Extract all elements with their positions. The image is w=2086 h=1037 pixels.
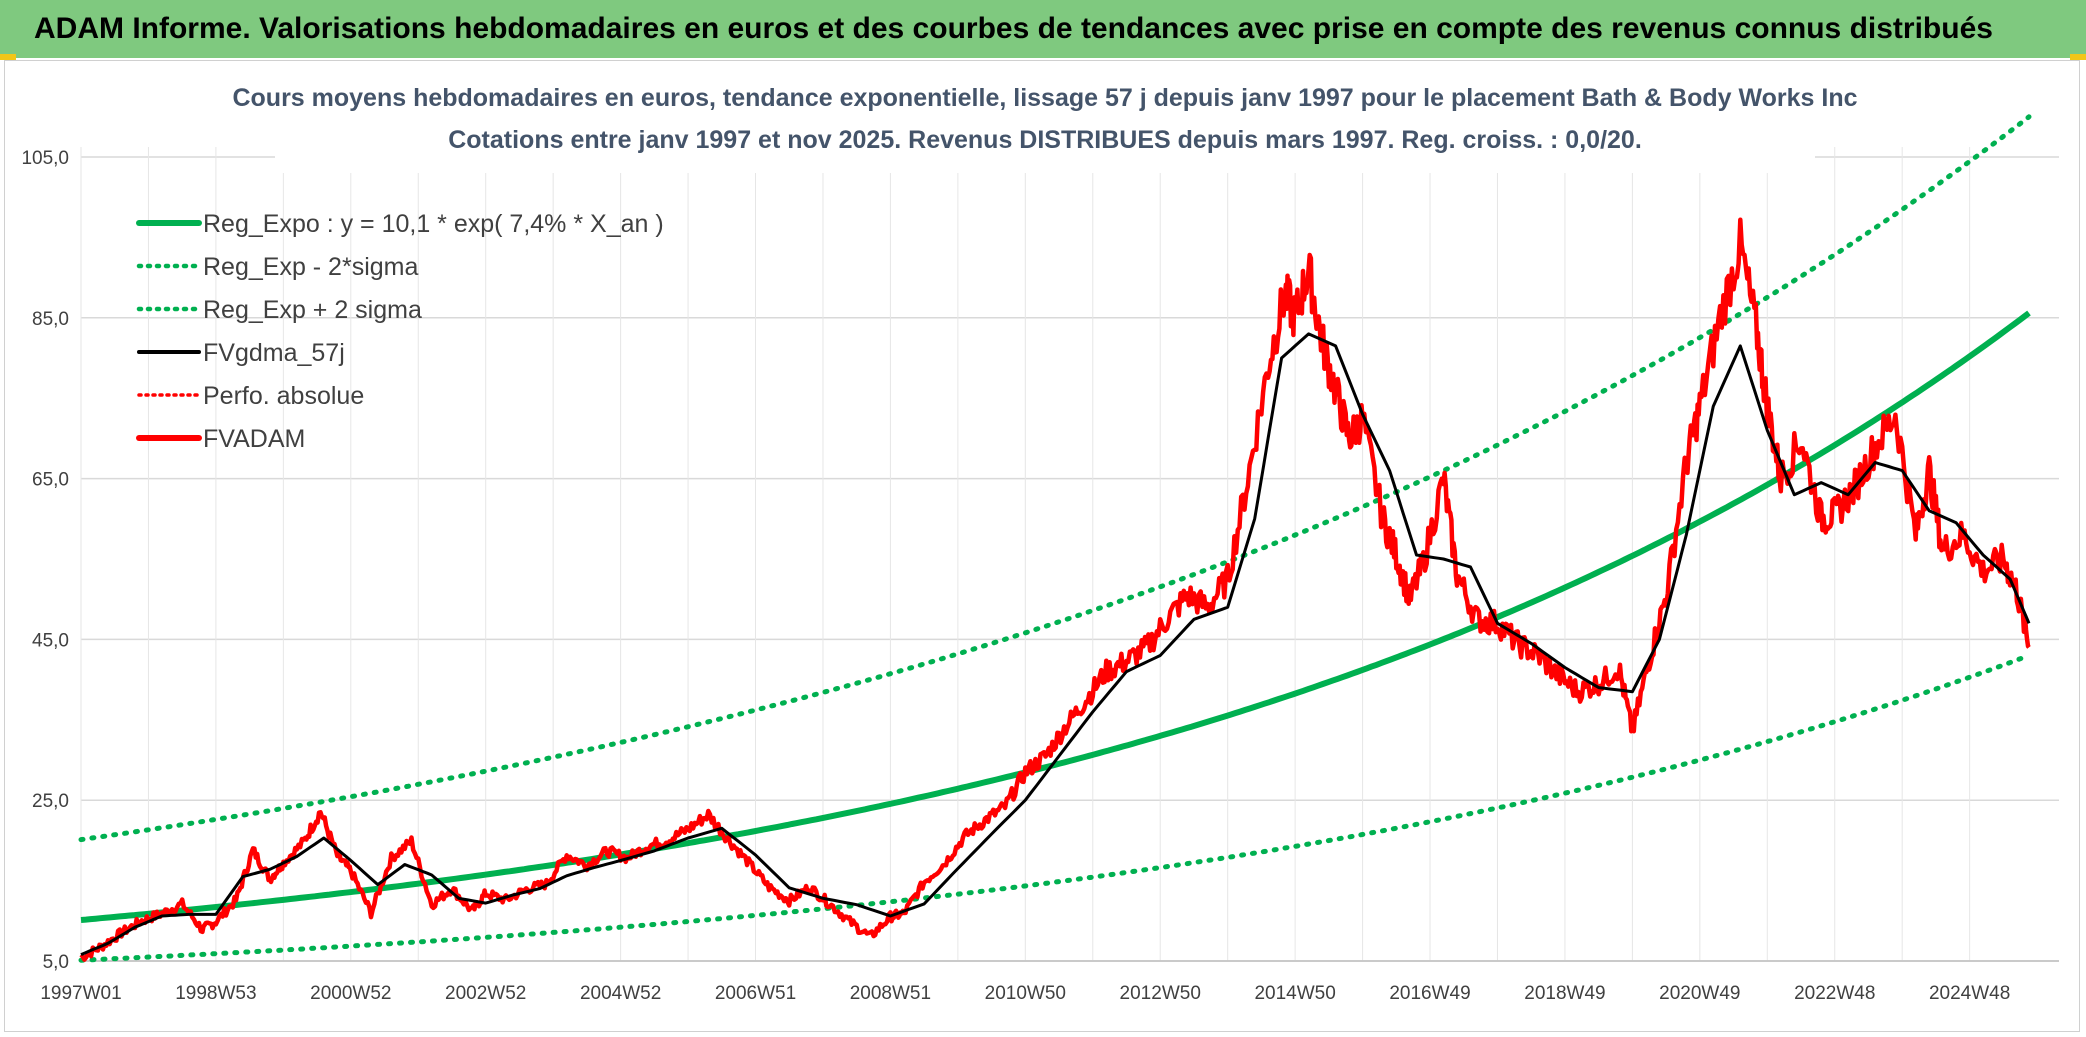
legend-label-gdma: FVgdma_57j: [203, 339, 345, 367]
x-tick-label: 2018W49: [1524, 983, 1605, 1004]
corner-accent-left: [0, 54, 16, 60]
chart-area: 5,0 25,0 45,0 65,0 85,0 105,0 1997W01 1998W53 2…: [4, 60, 2080, 1032]
y-tick-label: 5,0: [43, 952, 69, 973]
chart-title-background: [275, 63, 1815, 173]
legend-label-perf: Perfo. absolue: [203, 382, 364, 410]
chart-svg: 5,0 25,0 45,0 65,0 85,0 105,0 1997W01 1998W53 2…: [21, 63, 2059, 1004]
report-banner: ADAM Informe. Valorisations hebdomadaire…: [0, 0, 2086, 58]
y-tick-label: 25,0: [32, 791, 69, 812]
fvgdma-line: [80, 332, 2031, 956]
report-title: ADAM Informe. Valorisations hebdomadaire…: [34, 12, 1993, 45]
y-tick-label: 105,0: [21, 148, 69, 169]
x-tick-label: 2020W49: [1659, 983, 1740, 1004]
reg-upper-2sigma-line: [78, 114, 2032, 843]
x-tick-label: 2004W52: [580, 983, 661, 1004]
x-tick-label: 2014W50: [1254, 983, 1335, 1004]
fvadam-line: [79, 217, 2031, 962]
legend-label-reg: Reg_Expo : y = 10,1 * exp( 7,4% * X_an ): [203, 210, 664, 238]
corner-accent-right: [2070, 54, 2086, 60]
chart-title-line-2: Cotations entre janv 1997 et nov 2025. R…: [448, 126, 1642, 154]
legend-label-high: Reg_Exp + 2 sigma: [203, 296, 422, 324]
reg-expo-line: [80, 310, 2031, 923]
y-tick-label: 85,0: [32, 309, 69, 330]
x-tick-label: 2024W48: [1929, 983, 2010, 1004]
legend-label-fv: FVADAM: [203, 425, 305, 453]
chart-title-line-1: Cours moyens hebdomadaires en euros, ten…: [232, 84, 1857, 112]
x-tick-label: 2008W51: [850, 983, 931, 1004]
x-tick-label: 2010W50: [985, 983, 1066, 1004]
x-tick-label: 2022W48: [1794, 983, 1875, 1004]
x-tick-label: 2012W50: [1120, 983, 1201, 1004]
x-tick-label: 1998W53: [175, 983, 256, 1004]
x-tick-label: 2002W52: [445, 983, 526, 1004]
x-tick-label: 1997W01: [40, 983, 121, 1004]
x-tick-label: 2016W49: [1389, 983, 1470, 1004]
reg-lower-2sigma-line: [78, 653, 2032, 963]
y-tick-label: 65,0: [32, 470, 69, 491]
y-tick-label: 45,0: [32, 630, 69, 651]
x-tick-label: 2000W52: [310, 983, 391, 1004]
legend-label-low: Reg_Exp - 2*sigma: [203, 253, 418, 281]
x-tick-label: 2006W51: [715, 983, 796, 1004]
